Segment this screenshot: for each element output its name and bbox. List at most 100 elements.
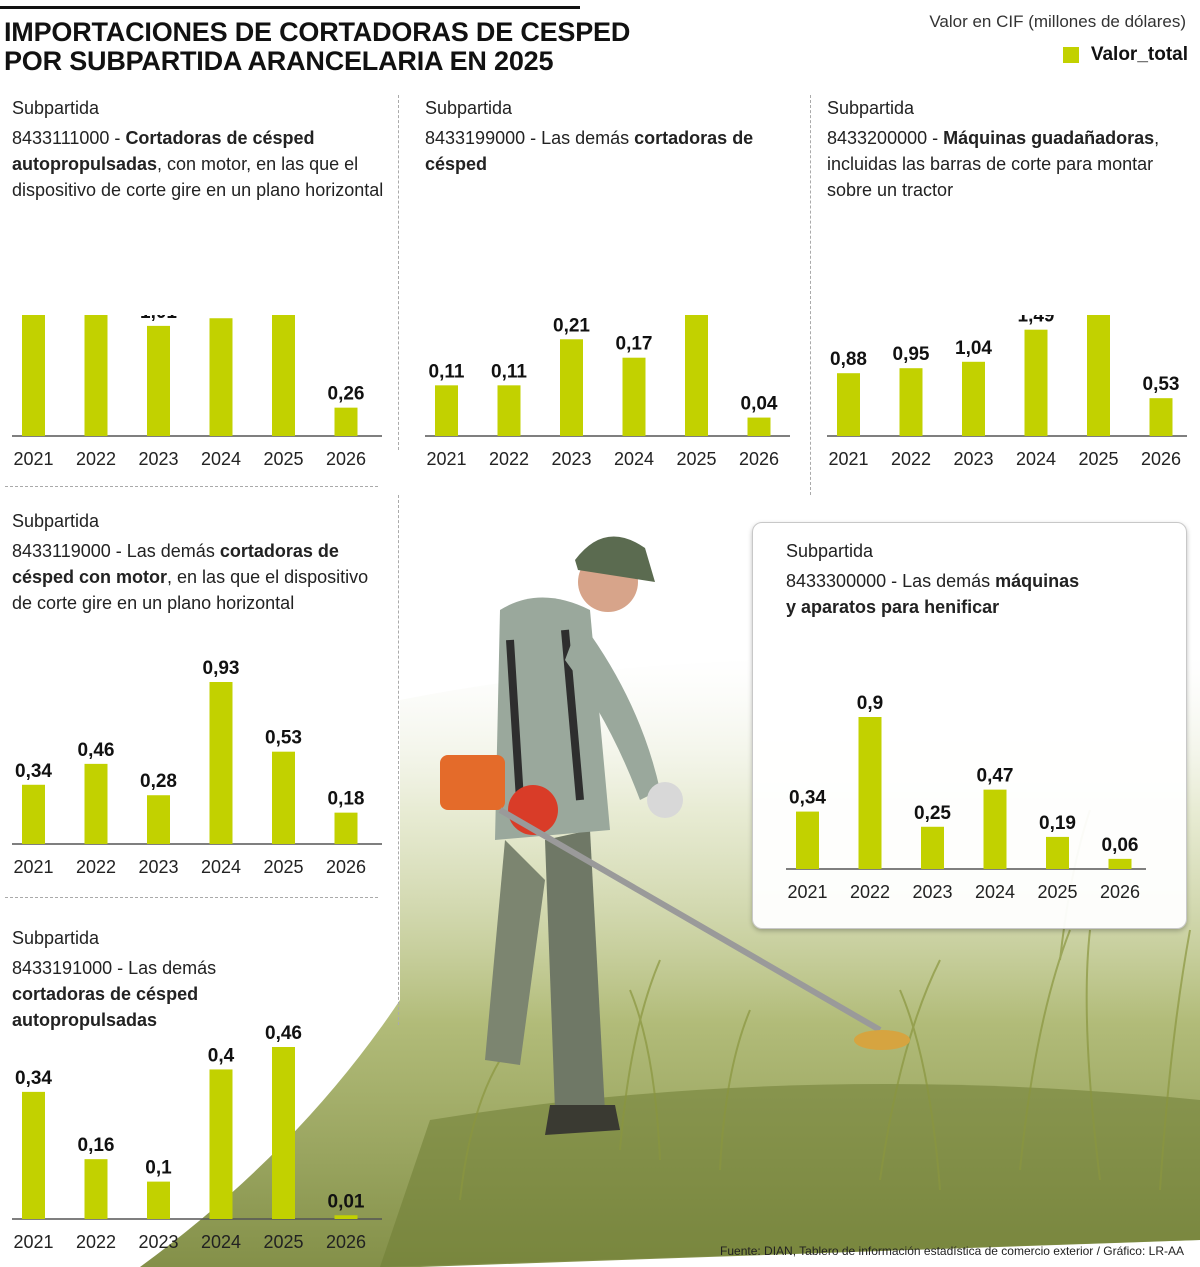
bar-2024	[1024, 329, 1048, 436]
bar-chart: 0,1120210,1120220,2120230,1720240,332025…	[425, 315, 790, 469]
data-label: 0,95	[893, 344, 930, 365]
legend: Valor_total	[1062, 44, 1188, 66]
data-label: 0,06	[1102, 835, 1139, 856]
bar-2022	[497, 385, 521, 436]
x-tick-label: 2023	[953, 449, 993, 469]
x-tick-label: 2022	[489, 449, 529, 469]
bar-2025	[1046, 836, 1069, 869]
x-tick-label: 2021	[13, 857, 53, 877]
description-text: 8433191000 - Las demás	[12, 958, 217, 978]
chart-title: IMPORTACIONES DE CORTADORAS DE CESPED PO…	[4, 18, 630, 76]
bar-2023	[921, 826, 944, 869]
title-line-2: POR SUBPARTIDA ARANCELARIA EN 2025	[4, 46, 554, 76]
worker-figure	[440, 536, 910, 1135]
x-tick-label: 2024	[201, 449, 241, 469]
x-tick-label: 2022	[76, 449, 116, 469]
panel-8433200000: Subpartida 8433200000 - Máquinas guadaña…	[827, 95, 1192, 480]
panel-8433191000: Subpartida 8433191000 - Las demás cortad…	[12, 925, 387, 1267]
data-label: 0,18	[328, 789, 365, 810]
bar-2021	[22, 315, 45, 436]
description-bold-text: máquinas y aparatos para henificar	[786, 571, 1080, 617]
x-tick-label: 2024	[1016, 449, 1056, 469]
data-label: 0,16	[78, 1135, 115, 1156]
panel-header: Subpartida	[786, 541, 874, 561]
bar-2026	[1108, 858, 1132, 869]
x-tick-label: 2024	[201, 1232, 241, 1252]
x-tick-label: 2022	[850, 882, 890, 902]
description-text: 8433200000 -	[827, 128, 944, 148]
x-tick-label: 2021	[828, 449, 868, 469]
bar-2022	[84, 763, 108, 844]
divider	[810, 95, 811, 495]
panel-8433111000: Subpartida 8433111000 - Cortadoras de cé…	[12, 95, 387, 480]
bar-2026	[334, 812, 358, 844]
legend-swatch	[1062, 47, 1079, 63]
bar-2025	[272, 1047, 295, 1219]
bar-chart: 0,8820210,9520221,0420231,4920242,062025…	[827, 315, 1187, 469]
x-tick-label: 2025	[1037, 882, 1077, 902]
bar-chart: 1,2820211,2420221,0120231,0820241,442025…	[12, 315, 382, 469]
data-label: 0,88	[830, 349, 867, 370]
description-bold-text: Máquinas guadañadoras	[943, 128, 1155, 148]
x-tick-label: 2021	[787, 882, 827, 902]
data-label: 0,17	[616, 334, 653, 355]
data-label: 0,34	[789, 788, 826, 809]
bar-2026	[1149, 398, 1173, 436]
bar-2022	[84, 1159, 108, 1219]
panel-description: 8433119000 - Las demás cortadoras de cés…	[12, 538, 387, 616]
x-tick-label: 2021	[426, 449, 466, 469]
x-tick-label: 2022	[76, 1232, 116, 1252]
bar-2025	[272, 751, 295, 844]
bar-2024	[209, 1069, 233, 1219]
bar-2024	[983, 789, 1007, 869]
description-text: , con motor, en las que el dispositivo d…	[12, 154, 384, 200]
bar-2024	[622, 357, 646, 436]
data-label: 0,25	[914, 803, 951, 824]
description-text: 8433199000 - Las demás	[425, 128, 635, 148]
description-bold-text: cortadoras de césped	[425, 128, 754, 174]
divider	[398, 495, 399, 1025]
data-label: 0,11	[429, 361, 465, 382]
x-tick-label: 2024	[201, 857, 241, 877]
panel-header: Subpartida	[12, 98, 100, 118]
bar-2021	[22, 1091, 45, 1219]
panel-description: 8433191000 - Las demás cortadoras de cés…	[12, 955, 312, 1033]
bar-chart: 0,34 2021 0,16 2022 0,1 2023 0,4 2024 0,46 2025 0,…	[12, 1023, 382, 1252]
x-tick-label: 2026	[326, 449, 366, 469]
description-text: 8433119000 - Las demás	[12, 541, 220, 561]
description-bold-text: cortadoras de césped autopropulsadas	[12, 984, 199, 1030]
bar-2024	[209, 682, 233, 844]
x-tick-label: 2023	[138, 449, 178, 469]
divider	[5, 897, 378, 898]
bar-2025	[272, 315, 295, 436]
bar-2025	[685, 315, 708, 436]
data-label: 0,46	[78, 740, 115, 761]
bar-2022	[899, 368, 923, 436]
unit-label: Valor en CIF (millones de dólares)	[929, 12, 1186, 31]
x-tick-label: 2023	[912, 882, 952, 902]
data-label: 0,04	[741, 394, 778, 415]
bar-2021	[796, 811, 819, 869]
panel-8433199000: Subpartida 8433199000 - Las demás cortad…	[425, 95, 795, 480]
description-text: 8433300000 - Las demás	[786, 571, 996, 591]
panel-8433119000: Subpartida 8433119000 - Las demás cortad…	[12, 508, 387, 888]
x-tick-label: 2022	[76, 857, 116, 877]
bar-2021	[22, 784, 45, 844]
data-label: 0,4	[208, 1045, 235, 1066]
data-label: 1,49	[1018, 315, 1055, 327]
description-text: , incluidas las barras de corte para mon…	[827, 128, 1160, 200]
data-label: 0,53	[265, 728, 302, 749]
data-label: 0,01	[328, 1191, 365, 1212]
panel-description: 8433111000 - Cortadoras de césped autopr…	[12, 125, 387, 203]
x-tick-label: 2023	[138, 857, 178, 877]
description-bold-text: cortadoras de césped con motor	[12, 541, 339, 587]
bar-2023	[560, 339, 583, 436]
data-label: 0,34	[15, 761, 52, 782]
x-tick-label: 2025	[1078, 449, 1118, 469]
panel-header: Subpartida	[12, 511, 100, 531]
legend-label: Valor_total	[1090, 44, 1188, 65]
data-label: 1,01	[140, 315, 177, 323]
x-tick-label: 2024	[975, 882, 1015, 902]
x-tick-label: 2026	[1141, 449, 1181, 469]
